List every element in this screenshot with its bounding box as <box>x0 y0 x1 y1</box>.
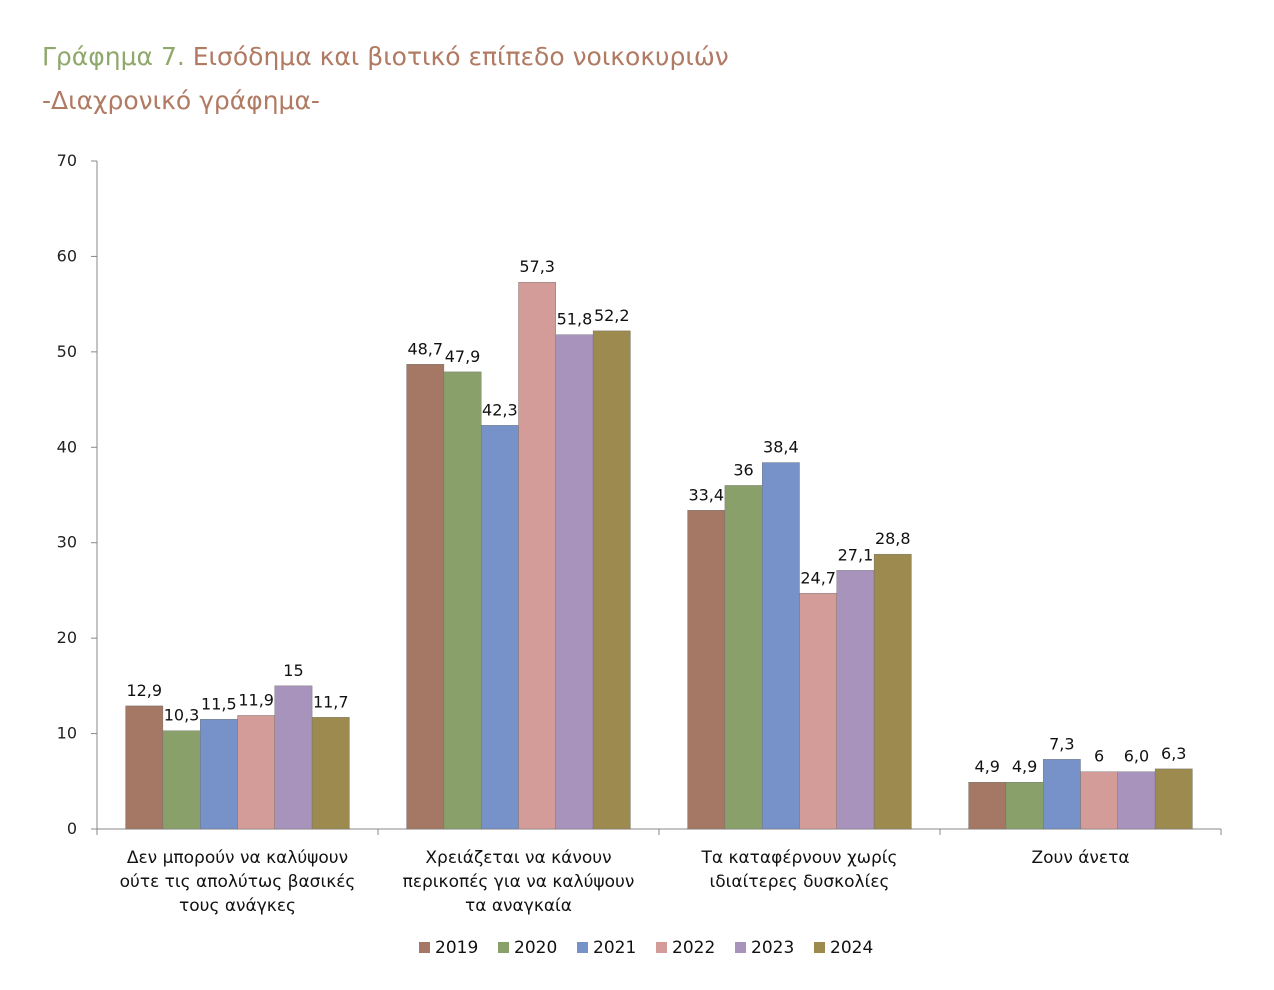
y-tick-label: 50 <box>57 342 77 361</box>
chart-title-prefix: Γράφημα 7. <box>42 42 185 71</box>
data-label: 48,7 <box>407 339 443 358</box>
y-tick-label: 0 <box>67 819 77 838</box>
y-tick-label: 40 <box>57 437 77 456</box>
chart-title: Γράφημα 7. Εισόδημα και βιοτικό επίπεδο … <box>42 42 729 71</box>
chart-subtitle: -Διαχρονικό γράφημα- <box>42 86 320 115</box>
bar <box>125 705 164 830</box>
data-label: 11,7 <box>313 692 349 711</box>
data-label: 51,8 <box>557 310 593 329</box>
bar <box>1117 771 1156 830</box>
data-label: 6 <box>1094 747 1104 766</box>
data-label: 52,2 <box>594 306 630 325</box>
bar <box>687 510 726 830</box>
data-label: 33,4 <box>688 485 724 504</box>
legend-swatch <box>498 942 509 953</box>
data-label: 4,9 <box>975 757 1000 776</box>
legend-swatch <box>419 942 430 953</box>
bar <box>762 462 800 830</box>
x-category-label-line: τους ανάγκες <box>179 896 296 916</box>
x-category-label: Δεν μπορούν να καλύψουν ούτε τις απολύτως… <box>120 848 356 916</box>
legend-label: 2021 <box>593 938 636 958</box>
bar <box>873 553 912 830</box>
x-category-label-line: ούτε τις απολύτως βασικές <box>120 872 356 892</box>
x-category-label-line: ιδιαίτερες δυσκολίες <box>709 872 889 892</box>
y-tick-label: 20 <box>57 628 77 647</box>
bar <box>443 371 482 830</box>
chart-title-main: Εισόδημα και βιοτικό επίπεδο νοικοκυριών <box>184 42 729 71</box>
x-category-label-line: περικοπές για να καλύψουν <box>403 872 635 892</box>
legend-label: 2023 <box>751 938 794 958</box>
x-category-label-line: Ζουν άνετα <box>1031 848 1129 868</box>
data-label: 15 <box>283 661 303 680</box>
y-tick-label: 60 <box>57 246 77 265</box>
bar <box>199 719 238 830</box>
bar <box>555 334 594 830</box>
x-category-label-line: τα αναγκαία <box>465 896 572 916</box>
legend-swatch <box>735 942 746 953</box>
y-tick-label: 10 <box>57 724 77 743</box>
data-label: 10,3 <box>164 706 200 725</box>
legend-label: 2024 <box>830 938 873 958</box>
bar <box>1154 768 1193 830</box>
bar <box>237 715 275 830</box>
bar <box>836 570 875 830</box>
data-label: 12,9 <box>126 681 162 700</box>
bar <box>518 281 556 830</box>
bar <box>799 593 837 830</box>
legend-label: 2022 <box>672 938 715 958</box>
legend-swatch <box>577 942 588 953</box>
legend-label: 2019 <box>435 938 478 958</box>
data-label: 38,4 <box>763 438 799 457</box>
bar <box>311 717 350 830</box>
bar <box>162 730 201 830</box>
data-label: 27,1 <box>838 545 874 564</box>
x-category-label-line: Δεν μπορούν να καλύψουν <box>127 848 348 868</box>
x-category-label-line: Χρειάζεται να κάνουν <box>425 848 611 868</box>
legend-swatch <box>656 942 667 953</box>
bar <box>274 685 313 830</box>
legend-label: 2020 <box>514 938 557 958</box>
data-label: 4,9 <box>1012 757 1037 776</box>
data-label: 6,0 <box>1124 747 1149 766</box>
data-label: 11,5 <box>201 694 237 713</box>
data-label: 11,9 <box>238 690 274 709</box>
data-label: 7,3 <box>1049 734 1074 753</box>
data-label: 6,3 <box>1161 744 1186 763</box>
x-category-label: Χρειάζεται να κάνουν περικοπές για να καλ… <box>403 848 635 916</box>
bar <box>968 782 1007 830</box>
data-label: 42,3 <box>482 400 518 419</box>
data-label: 57,3 <box>519 257 555 276</box>
y-tick-label: 70 <box>57 151 77 170</box>
y-tick-label: 30 <box>57 533 77 552</box>
bar <box>406 364 445 830</box>
x-category-label: Ζουν άνετα <box>1031 848 1129 868</box>
bar <box>1042 759 1081 830</box>
bar <box>592 330 631 830</box>
bar <box>481 425 519 830</box>
x-category-label-line: Τα καταφέρνουν χωρίς <box>700 848 897 868</box>
bar <box>1080 771 1118 830</box>
x-category-label: Τα καταφέρνουν χωρίς ιδιαίτερες δυσκολίες <box>700 848 897 892</box>
bar <box>724 485 763 830</box>
bar <box>1005 782 1044 830</box>
data-label: 24,7 <box>800 568 836 587</box>
data-label: 47,9 <box>445 347 481 366</box>
legend-swatch <box>814 942 825 953</box>
data-label: 36 <box>733 460 753 479</box>
data-label: 28,8 <box>875 529 911 548</box>
